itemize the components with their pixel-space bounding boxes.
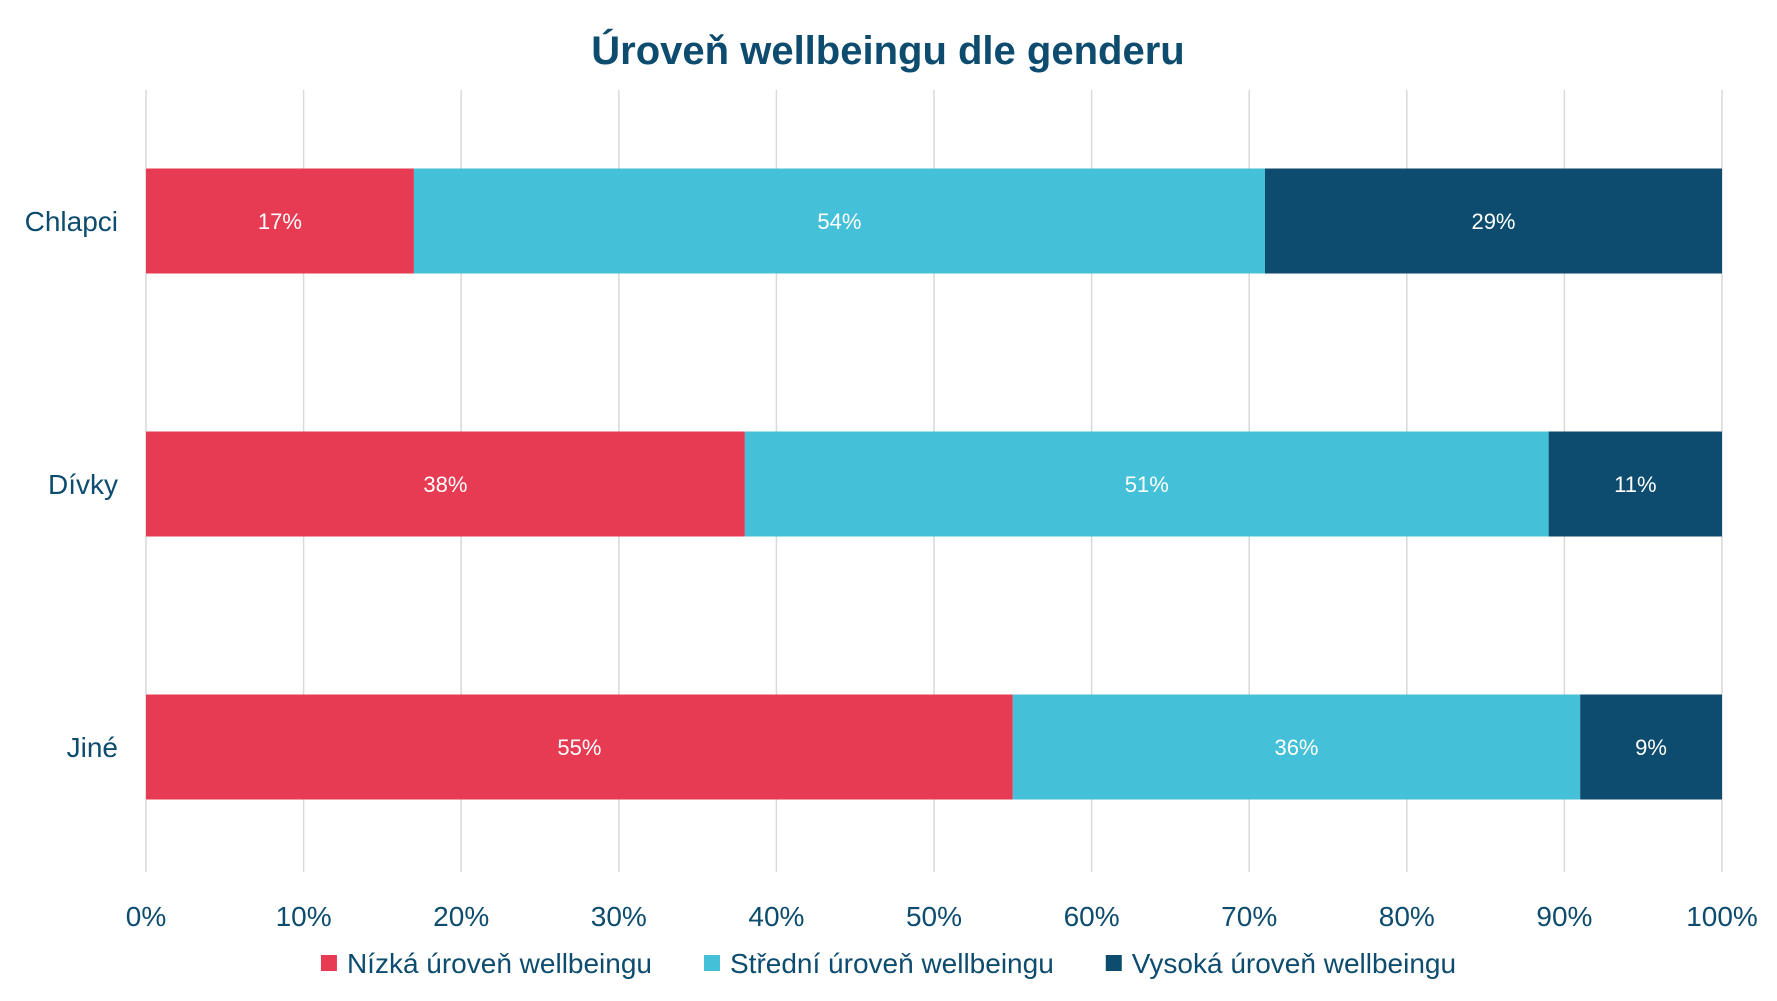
legend-label: Nízká úroveň wellbeingu [347,948,652,979]
bar-segment [744,431,1549,537]
x-tick-label: 90% [1536,901,1592,932]
legend-swatch [704,955,721,971]
bar-segment [146,168,414,274]
bar-segment [1012,694,1581,800]
data-label: 36% [1274,735,1318,760]
data-label: 11% [1614,472,1656,497]
data-label: 55% [557,735,601,760]
category-label: Dívky [48,469,118,500]
data-labels: 17% 54% 29% 38% 51% 11% 55% 36% 9% [258,209,1667,760]
legend: Nízká úroveň wellbeingu Střední úroveň we… [320,948,1456,979]
legend-label: Střední úroveň wellbeingu [730,948,1054,979]
legend-item: Střední úroveň wellbeingu [704,948,1054,979]
bars [146,168,1722,800]
x-tick-label: 100% [1686,901,1758,932]
x-tick-label: 30% [591,901,647,932]
x-tick-label: 40% [748,901,804,932]
x-tick-label: 0% [126,901,166,932]
bar-segment [146,431,745,537]
data-label: 9% [1635,735,1667,760]
legend-label: Vysoká úroveň wellbeingu [1132,948,1456,979]
category-label: Chlapci [25,206,118,237]
category-axis: Chlapci Dívky Jiné [25,206,118,763]
legend-item: Vysoká úroveň wellbeingu [1105,948,1456,979]
data-label: 54% [817,209,861,234]
x-tick-label: 20% [433,901,489,932]
x-tick-label: 10% [276,901,332,932]
data-label: 29% [1471,209,1515,234]
bar-segment [413,168,1265,274]
legend-item: Nízká úroveň wellbeingu [320,948,652,979]
legend-swatch [1105,955,1122,971]
bar-segment [146,694,1013,800]
data-label: 17% [258,209,302,234]
x-tick-label: 80% [1379,901,1435,932]
value-axis: 0% 10% 20% 30% 40% 50% 60% 70% 80% 90% 100% [126,901,1758,932]
x-tick-label: 50% [906,901,962,932]
chart-title: Úroveň wellbeingu dle genderu [591,27,1184,73]
bar-segment [1548,431,1722,537]
category-label: Jiné [67,732,118,763]
data-label: 38% [423,472,467,497]
legend-swatch [320,955,337,971]
bar-segment [1264,168,1722,274]
data-label: 51% [1125,472,1169,497]
x-tick-label: 60% [1064,901,1120,932]
x-tick-label: 70% [1221,901,1277,932]
bar-segment [1580,694,1722,800]
